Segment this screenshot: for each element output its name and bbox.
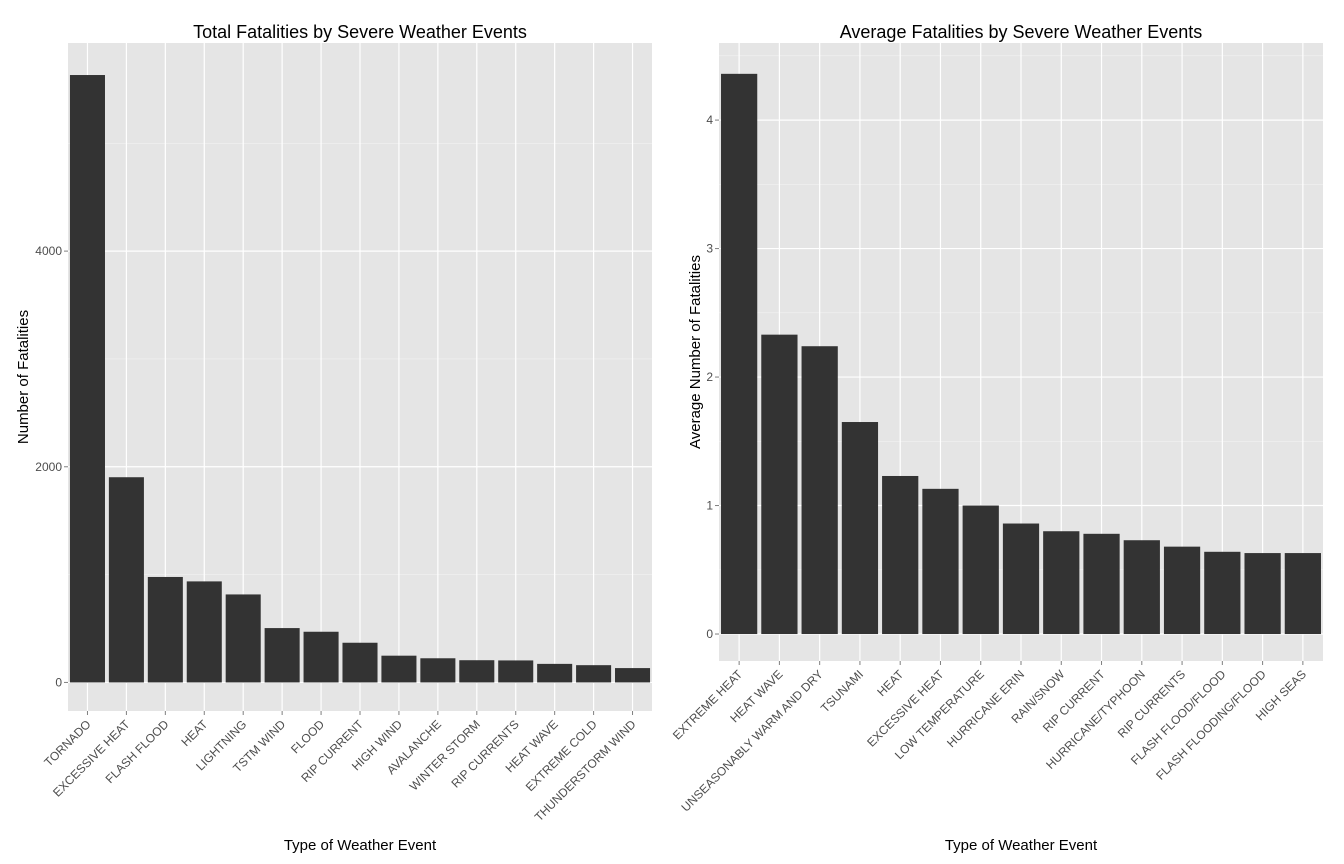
bar [576, 665, 612, 683]
y-tick-label: 0 [55, 675, 62, 689]
bar [1043, 531, 1080, 635]
bar [922, 488, 959, 635]
y-tick-label: 0 [706, 627, 713, 641]
y-tick-label: 2 [706, 370, 713, 384]
bar [1284, 553, 1321, 635]
x-tick-label: HEAT [178, 717, 210, 749]
x-tick-label: FLOOD [288, 717, 327, 756]
x-tick-label: TSUNAMI [818, 667, 866, 715]
bar [615, 668, 651, 683]
y-tick-label: 2000 [35, 460, 62, 474]
x-axis-title: Type of Weather Event [945, 837, 1098, 854]
y-axis-ticks: 0 2000 4000 [35, 244, 68, 689]
bar [1123, 540, 1160, 635]
bars [721, 73, 1321, 635]
bar [721, 73, 758, 635]
x-tick-label: RIP CURRENTS [448, 717, 521, 790]
y-tick-label: 4000 [35, 244, 62, 258]
x-axis-title: Type of Weather Event [284, 837, 437, 854]
chart-title: Total Fatalities by Severe Weather Event… [193, 22, 527, 42]
bar [1083, 533, 1120, 635]
bar [1204, 551, 1241, 635]
x-tick-label: EXTREME HEAT [670, 667, 746, 743]
bar [962, 505, 999, 635]
bar [303, 631, 339, 683]
bar [1244, 553, 1281, 635]
y-tick-label: 1 [706, 499, 713, 513]
bars [69, 75, 651, 683]
x-tick-label: HEAT [874, 667, 906, 699]
bar [108, 477, 144, 683]
bar [225, 594, 261, 683]
bar [264, 628, 300, 683]
y-axis-ticks: 0 1 2 3 4 [706, 113, 719, 641]
bar [186, 581, 222, 683]
bar [342, 642, 378, 683]
bar [761, 334, 798, 635]
bar [1163, 546, 1201, 635]
y-tick-label: 3 [706, 242, 713, 256]
chart-title: Average Fatalities by Severe Weather Eve… [840, 22, 1203, 42]
bar [147, 576, 183, 683]
bar [459, 660, 495, 683]
y-tick-label: 4 [706, 113, 713, 127]
y-axis-title: Average Number of Fatalities [687, 255, 704, 449]
bar [381, 655, 417, 683]
bar [69, 75, 105, 683]
bar [882, 475, 919, 635]
bar [1002, 523, 1040, 635]
x-tick-label: WINTER STORM [407, 717, 483, 793]
bar [498, 660, 534, 683]
bar [801, 346, 838, 635]
bar [537, 663, 573, 683]
x-tick-label: EXTREME COLD [523, 717, 600, 794]
y-axis-title: Number of Fatalities [15, 310, 32, 444]
bar [420, 658, 456, 683]
bar [841, 422, 879, 635]
